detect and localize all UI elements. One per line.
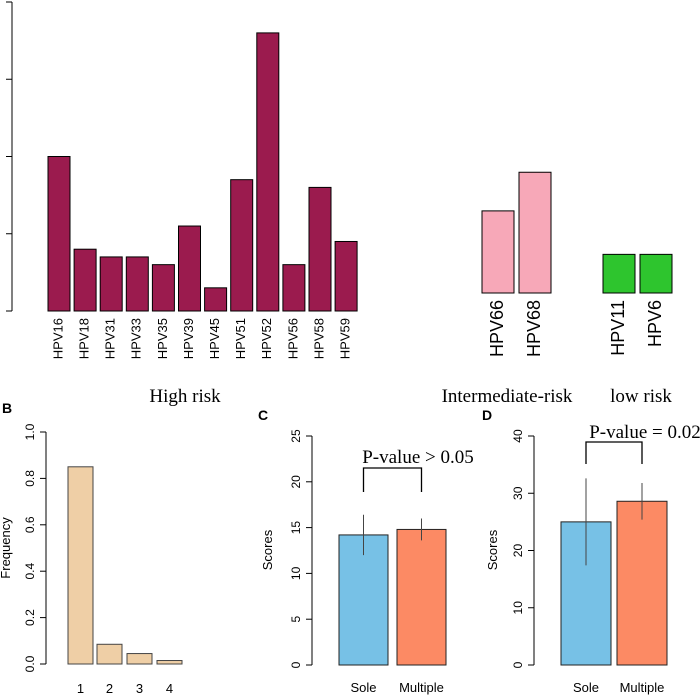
bar-hpv35 (151, 264, 175, 312)
panel-b-x-label: 3 (136, 681, 143, 696)
panel-a-y-tick-label: 10 (0, 227, 3, 241)
panelC-bar-sole (338, 534, 389, 666)
x-label-hpv16: HPV16 (50, 318, 65, 359)
panelD-significance-bracket (585, 441, 643, 464)
bar-hpv39 (178, 225, 201, 312)
x-label-hpv52: HPV52 (259, 318, 274, 359)
panelC-p-value: P-value > 0.05 (362, 447, 474, 468)
x-label-hpv6: HPV6 (645, 300, 665, 347)
panelC-y-tick-label: 25 (289, 429, 303, 443)
panelD-y-tick-label: 30 (511, 486, 525, 500)
panelD-p-value: P-value = 0.02 (589, 422, 700, 443)
panelC-bar-multiple (396, 528, 447, 666)
panelC-x-label: Sole (350, 680, 376, 695)
panel-a: 0 10 20 30 40 HPV16 HPV18 HPV31 HPV33 HPV35 HPV39 H… (0, 0, 673, 407)
panel-d: D 0 10 20 30 40 Scores Sole Multiple P-value = 0… (482, 407, 700, 695)
bar-hpv68 (518, 171, 552, 294)
panelD-y-tick-label: 10 (511, 601, 525, 615)
x-label-hpv18: HPV18 (77, 318, 92, 359)
bar-hpv59 (334, 240, 358, 312)
x-label-hpv39: HPV39 (181, 318, 196, 359)
panel-label-c: C (258, 407, 268, 423)
group-title-2: low risk (610, 386, 672, 407)
panelD-x-label: Multiple (620, 680, 665, 695)
panel-b-y-tick-label: 1.0 (23, 423, 37, 440)
group-title-0: High risk (149, 386, 221, 407)
panel-c: C 0 5 10 15 20 25 Scores Sole Multiple P-value > … (258, 407, 474, 695)
x-label-hpv68: HPV68 (524, 300, 544, 357)
x-label-hpv31: HPV31 (103, 318, 118, 359)
x-label-hpv51: HPV51 (233, 318, 248, 359)
bar-hpv16 (47, 156, 71, 312)
bar-hpv45 (204, 287, 228, 312)
panelD-x-label: Sole (573, 680, 599, 695)
panel-b-bar-1 (67, 466, 94, 665)
group-title-1: Intermediate-risk (442, 386, 573, 407)
panel-b-x-label: 1 (77, 681, 84, 696)
panelC-significance-bracket (362, 467, 423, 492)
x-label-hpv35: HPV35 (155, 318, 170, 359)
panel-label-d: D (482, 407, 492, 423)
panel-a-y-tick-label: 30 (0, 72, 3, 86)
panel-a-y-tick-label: 20 (0, 149, 3, 163)
panel-b-bar-4 (156, 660, 183, 665)
bar-hpv18 (73, 248, 97, 312)
x-label-hpv58: HPV58 (311, 318, 326, 359)
panel-b-y-tick-label: 0.0 (23, 655, 37, 672)
panel-b-y-tick-label: 0.6 (23, 516, 37, 533)
panelD-bar-multiple (616, 500, 668, 666)
panel-b-x-label: 2 (106, 681, 113, 696)
panelC-y-tick-label: 15 (289, 521, 303, 535)
x-label-hpv59: HPV59 (338, 318, 353, 359)
panelC-y-tick-label: 20 (289, 475, 303, 489)
x-label-hpv45: HPV45 (207, 318, 222, 359)
panelC-y-label: Scores (260, 529, 275, 570)
bar-hpv6 (639, 253, 673, 294)
panel-b-y-tick-label: 0.8 (23, 470, 37, 487)
bar-hpv31 (99, 256, 123, 312)
panel-b-y-label: Frequency (0, 517, 13, 579)
panel-b-y-tick-label: 0.2 (23, 609, 37, 626)
panel-b-bar-2 (96, 643, 123, 665)
x-label-hpv33: HPV33 (129, 318, 144, 359)
bar-hpv52 (256, 32, 280, 312)
bar-hpv33 (125, 256, 149, 312)
panel-b-bar-3 (126, 653, 153, 665)
panel-b: B 0.0 0.2 0.4 0.6 0.8 1.0 Frequency 1 2 3 4 (0, 400, 183, 696)
panelD-y-label: Scores (485, 529, 500, 570)
panelD-y-tick-label: 40 (511, 429, 525, 443)
x-label-hpv66: HPV66 (487, 300, 507, 357)
x-label-hpv11: HPV11 (608, 300, 628, 356)
panel-b-y-tick-label: 0.4 (23, 563, 37, 580)
panelD-y-tick-label: 20 (511, 544, 525, 558)
bar-hpv56 (282, 264, 306, 312)
panelC-y-tick-label: 0 (289, 661, 303, 668)
bar-hpv11 (602, 253, 636, 294)
panelD-y-tick-label: 0 (511, 661, 525, 668)
bar-hpv51 (230, 179, 254, 312)
panel-label-b: B (2, 400, 12, 416)
x-label-hpv56: HPV56 (285, 318, 300, 359)
bar-hpv66 (481, 210, 515, 294)
bar-hpv58 (308, 186, 332, 312)
panelC-x-label: Multiple (399, 680, 444, 695)
panelC-y-tick-label: 10 (289, 566, 303, 580)
panelC-y-tick-label: 5 (289, 616, 303, 623)
panel-a-y-tick-label: 40 (0, 0, 3, 9)
panel-a-y-tick-label: 0 (0, 307, 3, 314)
panel-b-x-label: 4 (166, 681, 173, 696)
